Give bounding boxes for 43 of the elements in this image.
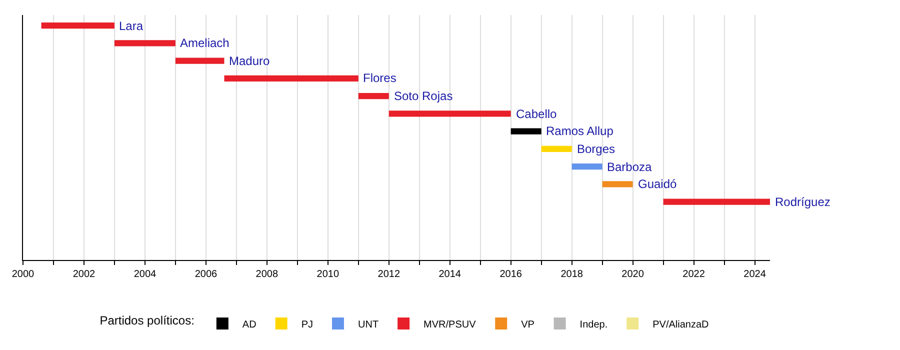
x-tick-label: 2006 (194, 269, 218, 280)
legend-label: Indep. (580, 319, 608, 330)
legend-label: AD (242, 319, 256, 330)
x-tick-label: 2014 (438, 269, 462, 280)
x-tick-label: 2012 (378, 269, 400, 280)
y-tick-label: Ameliach (180, 36, 230, 50)
legend-title: Partidos políticos: (100, 314, 194, 328)
x-tick-label: 2004 (134, 269, 157, 280)
bar (175, 58, 224, 64)
bar (388, 110, 511, 117)
legend-label: MVR/PSUV (424, 319, 476, 330)
y-tick-label: Maduro (229, 54, 270, 68)
x-tick-label: 2018 (560, 269, 584, 280)
x-tick-label: 2022 (682, 269, 706, 280)
x-tick-label: 2010 (316, 269, 340, 280)
bar (663, 198, 770, 205)
bar (510, 128, 542, 134)
bar (541, 146, 572, 152)
legend-label: PV/AlianzaD (652, 319, 709, 330)
bar (41, 22, 114, 29)
y-tick-label: Guaidó (638, 177, 678, 191)
bar (224, 75, 358, 82)
y-tick-label: Borges (577, 142, 616, 156)
bar (602, 181, 633, 188)
x-tick-label: 2020 (622, 269, 644, 280)
y-tick-label: Ramos Allup (546, 124, 614, 138)
bar (114, 40, 176, 46)
x-tick-label: 2024 (744, 269, 766, 280)
y-tick-label: Soto Rojas (394, 89, 453, 103)
x-tick-label: 2000 (12, 269, 35, 280)
x-tick-label: 2002 (72, 269, 96, 280)
x-tick-label: 2008 (256, 269, 278, 280)
legend-label: PJ (301, 319, 313, 330)
legend-label: UNT (358, 319, 379, 330)
legend-label: VP (521, 319, 535, 330)
y-tick-label: Cabello (516, 107, 558, 121)
bar (572, 164, 602, 170)
y-tick-label: Barboza (607, 160, 652, 174)
y-tick-label: Flores (363, 71, 396, 85)
x-tick-label: 2016 (500, 269, 522, 280)
y-tick-label: Lara (119, 19, 144, 33)
y-tick-label: Rodríguez (775, 195, 830, 209)
bar (358, 92, 389, 100)
